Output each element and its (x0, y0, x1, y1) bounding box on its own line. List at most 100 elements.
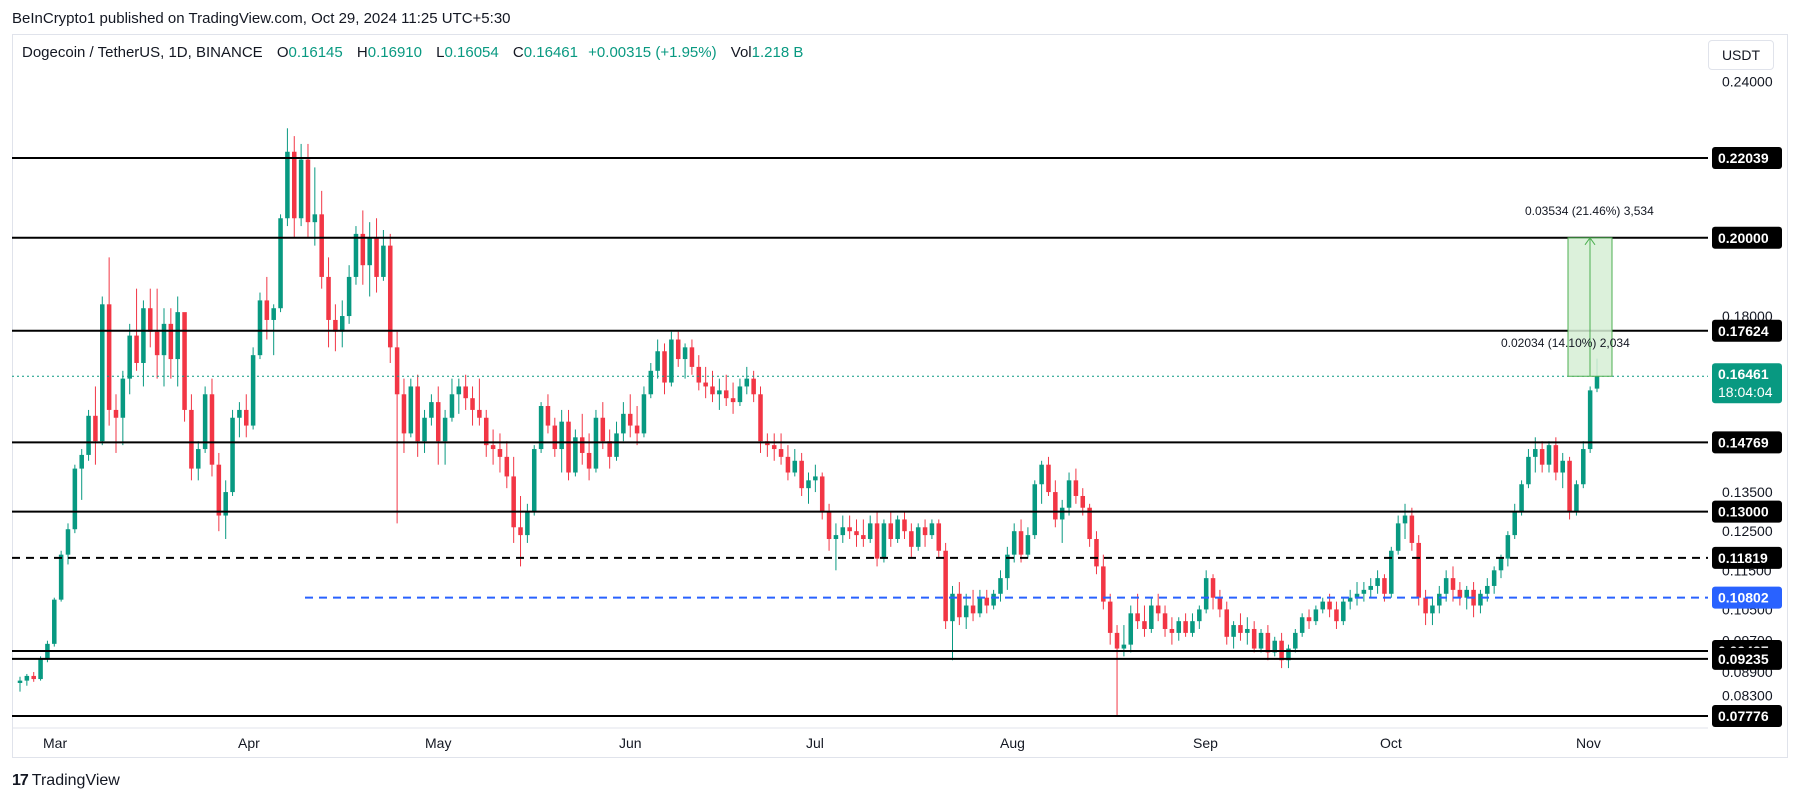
candle-body (607, 441, 612, 457)
candle-body (326, 276, 331, 320)
candle-body (1046, 464, 1051, 493)
candle-body (1491, 570, 1497, 586)
candle-body (264, 300, 270, 320)
x-tick-label: May (425, 735, 451, 751)
price-level-tag (1712, 586, 1782, 609)
price-level-tag (1712, 147, 1782, 170)
tradingview-logo-icon: 17 (12, 772, 29, 789)
candle-body (100, 304, 105, 442)
candle-body (1581, 449, 1586, 485)
candle-body (1142, 621, 1147, 629)
candle-body (285, 151, 290, 219)
candle-body (641, 394, 647, 434)
candle-body (1231, 625, 1236, 637)
candle-body (435, 402, 441, 442)
candle-body (1299, 617, 1305, 633)
candle-body (1149, 605, 1154, 629)
candle-body (1320, 601, 1326, 610)
candle-body (148, 308, 153, 332)
candle-body (429, 402, 434, 418)
candle-body (1512, 511, 1517, 536)
candle-body (1011, 531, 1017, 555)
candle-body (168, 323, 174, 360)
candle-body (312, 214, 318, 223)
candle-body (1416, 542, 1421, 598)
tradingview-footer[interactable]: 17 TradingView (12, 772, 120, 790)
candle-body (209, 394, 215, 465)
candle-body (833, 535, 839, 540)
y-tick-label: 0.24000 (1722, 73, 1773, 89)
candle-body (915, 527, 921, 547)
candle-body (778, 449, 784, 457)
x-tick-label: Mar (43, 735, 67, 751)
chart-frame (12, 34, 1788, 758)
candle-body (456, 386, 462, 395)
candle-body (545, 406, 551, 426)
candle-body (17, 680, 23, 683)
candle-body (394, 347, 400, 395)
symbol-label[interactable]: Dogecoin / TetherUS, 1D, BINANCE (22, 44, 263, 61)
candle-body (401, 394, 407, 434)
candle-body (31, 675, 36, 680)
price-level-label: 0.13000 (1718, 504, 1769, 520)
currency-button[interactable]: USDT (1708, 40, 1774, 70)
candle-body (737, 386, 743, 403)
candle-body (1402, 515, 1408, 524)
volume-label: Vol (730, 44, 752, 61)
candle-body (497, 449, 503, 457)
candle-body (1203, 578, 1209, 610)
open-value: 0.16145 (288, 44, 343, 61)
candle-body (867, 523, 873, 540)
candle-body (52, 599, 57, 644)
candle-body (922, 527, 928, 536)
price-level-tag (1712, 704, 1782, 727)
candle-body (525, 511, 530, 536)
current-price-label: 0.16461 (1718, 366, 1769, 382)
x-tick-label: Apr (238, 735, 260, 751)
low-value: 0.16054 (444, 44, 499, 61)
candle-body (1341, 601, 1346, 622)
close-label: C (512, 44, 524, 61)
volume-value: 1.218 B (751, 44, 804, 61)
candle-body (861, 535, 866, 540)
high-label: H (356, 44, 368, 61)
candle-body (511, 476, 516, 528)
candle-body (65, 529, 71, 555)
candle-body (751, 378, 756, 395)
candle-body (1327, 601, 1332, 610)
candle-body (1485, 585, 1490, 594)
candle-body (449, 394, 455, 418)
candle-body (1553, 445, 1559, 473)
candle-body (1053, 492, 1058, 520)
candle-body (655, 351, 660, 371)
candle-body (106, 304, 112, 410)
candle-body (1505, 535, 1511, 559)
candle-body (813, 476, 818, 481)
candle-body (1217, 597, 1223, 610)
candle-body (1032, 484, 1038, 536)
candle-body (1498, 558, 1504, 571)
candle-body (470, 398, 475, 410)
low-label: L (436, 44, 445, 61)
candle-body (991, 593, 996, 606)
candle-body (1272, 640, 1278, 653)
candle-body (298, 159, 304, 219)
candle-body (559, 421, 564, 450)
candle-body (72, 468, 78, 530)
candle-body (1197, 609, 1202, 622)
candle-body (1183, 621, 1188, 633)
price-level-tag (1712, 647, 1782, 670)
candle-body (819, 476, 825, 512)
candle-body (244, 409, 249, 426)
candle-body (1457, 589, 1463, 598)
candle-body (339, 316, 345, 332)
candle-body (950, 593, 955, 622)
price-level-tag (1712, 226, 1782, 249)
candle-body (573, 437, 578, 473)
candle-body (998, 578, 1003, 594)
open-label: O (276, 44, 289, 61)
candle-body (696, 366, 702, 383)
tradingview-brand: TradingView (31, 772, 120, 789)
candle-body (689, 347, 695, 367)
